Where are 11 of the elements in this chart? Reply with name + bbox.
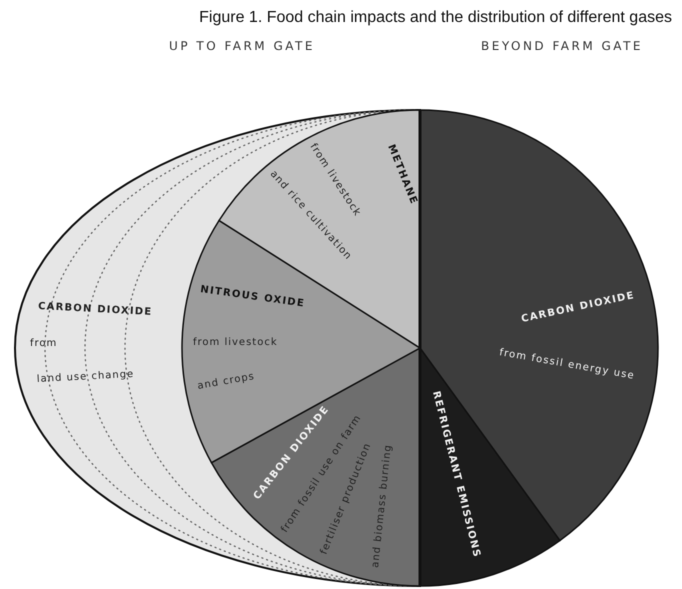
text: from livestock bbox=[193, 337, 278, 348]
text: CARBON DIOXIDE bbox=[38, 301, 153, 318]
text: UP TO FARM GATE bbox=[169, 39, 315, 53]
text: BEYOND FARM GATE bbox=[481, 39, 643, 53]
slice-label: NITROUS OXIDE bbox=[200, 284, 306, 310]
text: from fossil energy use bbox=[498, 347, 636, 382]
text: and biomass burning bbox=[370, 444, 394, 568]
text: from bbox=[30, 338, 58, 349]
text: and crops bbox=[196, 371, 256, 392]
chart-title: Figure 1. Food chain impacts and the distribution of different gases bbox=[199, 9, 672, 26]
text: land use change bbox=[36, 368, 134, 385]
